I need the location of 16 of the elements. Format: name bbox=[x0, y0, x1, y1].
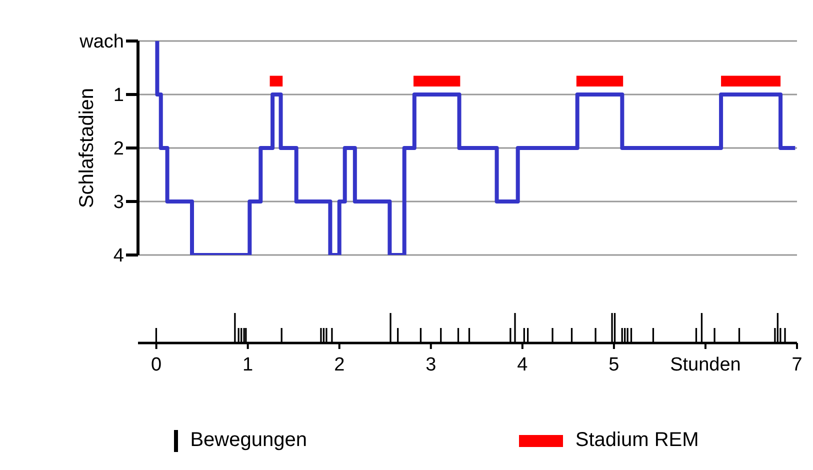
y-tick-label: wach bbox=[78, 32, 124, 53]
y-axis-title: Schlafstadien bbox=[76, 88, 98, 208]
y-tick-label: 4 bbox=[113, 246, 124, 267]
legend-label: Stadium REM bbox=[575, 429, 699, 452]
x-tick-label: 0 bbox=[151, 354, 162, 376]
x-tick-label: 1 bbox=[242, 354, 254, 376]
x-tick-label: 3 bbox=[426, 354, 436, 376]
x-tick-label: 7 bbox=[792, 354, 802, 376]
y-tick-label: 2 bbox=[113, 138, 124, 160]
x-tick-label: 5 bbox=[608, 354, 620, 376]
x-tick-label: 4 bbox=[517, 354, 528, 376]
x-tick-label: Stunden bbox=[670, 354, 741, 376]
x-tick-label: 2 bbox=[334, 354, 345, 376]
legend-label: Bewegungen bbox=[190, 429, 307, 452]
y-tick-label: 1 bbox=[113, 85, 124, 106]
y-tick-label: 3 bbox=[113, 192, 124, 214]
